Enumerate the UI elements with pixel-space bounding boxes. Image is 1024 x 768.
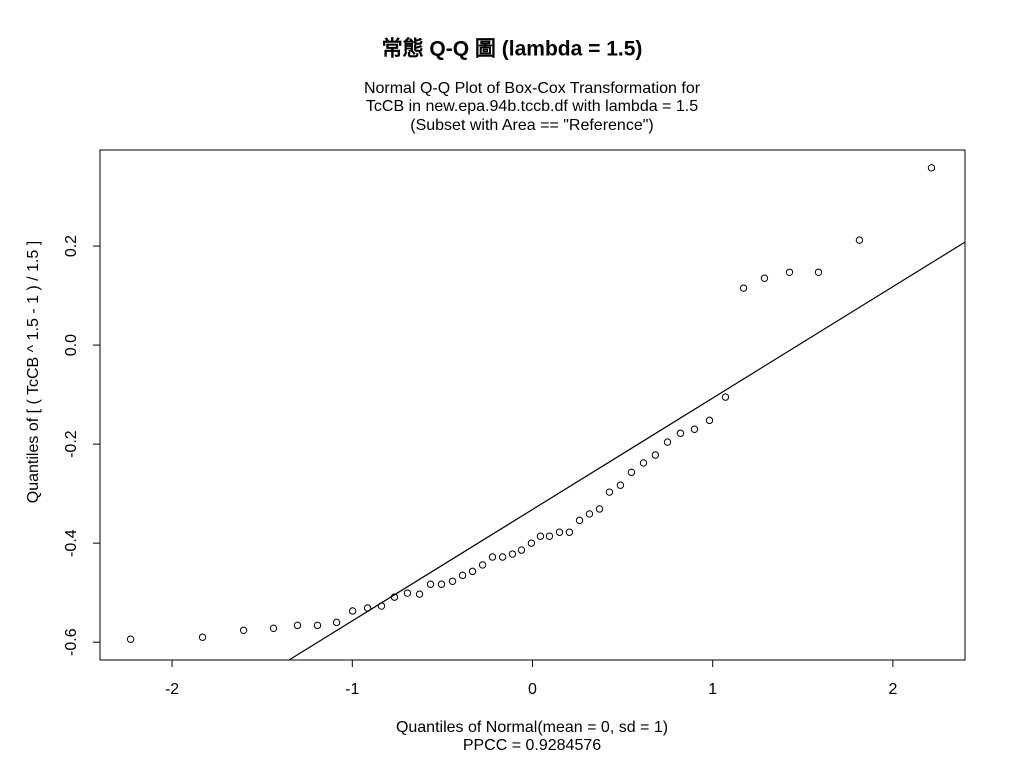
point xyxy=(415,590,424,598)
point xyxy=(363,604,372,612)
point xyxy=(527,539,536,547)
y-tick-label: 0.0 xyxy=(63,334,80,356)
point xyxy=(313,621,322,630)
point xyxy=(498,553,507,561)
point xyxy=(517,546,526,554)
point xyxy=(126,635,135,643)
point xyxy=(437,580,446,588)
x-axis-label: Quantiles of Normal(mean = 0, sd = 1) xyxy=(396,719,668,736)
point xyxy=(377,602,386,610)
point xyxy=(605,488,614,496)
point xyxy=(721,393,730,401)
point xyxy=(488,553,497,561)
point xyxy=(293,621,302,630)
x-tick-label: 0 xyxy=(528,681,537,698)
point xyxy=(426,580,435,588)
point xyxy=(555,528,564,536)
point xyxy=(651,451,660,459)
point xyxy=(536,532,545,540)
point xyxy=(508,550,517,558)
chart-title: 常態 Q-Q 圖 (lambda = 1.5) xyxy=(382,37,643,61)
point xyxy=(855,236,864,244)
point xyxy=(545,532,554,540)
point xyxy=(627,468,636,477)
chart-subtitle: TcCB in new.epa.94b.tccb.df with lambda … xyxy=(366,98,698,115)
point xyxy=(239,626,248,634)
point xyxy=(663,438,672,446)
annotation: PPCC = 0.9284576 xyxy=(463,737,601,754)
point xyxy=(785,268,794,277)
x-tick-label: 2 xyxy=(888,681,897,698)
plot-frame xyxy=(99,149,966,661)
y-tick-label: -0.2 xyxy=(63,430,80,458)
point xyxy=(595,505,604,513)
point xyxy=(448,577,457,585)
point xyxy=(639,459,648,467)
point xyxy=(739,284,748,292)
point xyxy=(575,516,584,525)
y-tick-label: -0.6 xyxy=(63,628,80,656)
point xyxy=(198,633,207,641)
fit-line xyxy=(287,241,965,660)
x-tick-label: -2 xyxy=(165,681,179,698)
point xyxy=(269,624,278,633)
y-tick-label: 0.2 xyxy=(63,235,80,257)
point xyxy=(332,618,341,627)
chart-subtitle: Normal Q-Q Plot of Box-Cox Transformatio… xyxy=(364,80,701,97)
point xyxy=(676,429,685,437)
point xyxy=(390,593,399,601)
y-tick-label: -0.4 xyxy=(63,529,80,557)
point xyxy=(705,416,714,425)
y-axis-label: Quantiles of [ ( TcCB ^ 1.5 - 1 ) / 1.5 … xyxy=(25,241,42,503)
point xyxy=(565,528,574,536)
point xyxy=(403,589,412,597)
point xyxy=(348,607,357,615)
x-tick-label: 1 xyxy=(708,681,717,698)
point xyxy=(690,425,699,433)
point xyxy=(478,561,487,569)
point xyxy=(814,268,823,277)
x-tick-label: -1 xyxy=(345,681,359,698)
point xyxy=(458,571,467,580)
point xyxy=(616,481,625,489)
chart-subtitle: (Subset with Area == "Reference") xyxy=(410,117,653,134)
point xyxy=(760,274,769,282)
point xyxy=(927,164,936,172)
point xyxy=(585,510,594,518)
point xyxy=(468,567,477,576)
